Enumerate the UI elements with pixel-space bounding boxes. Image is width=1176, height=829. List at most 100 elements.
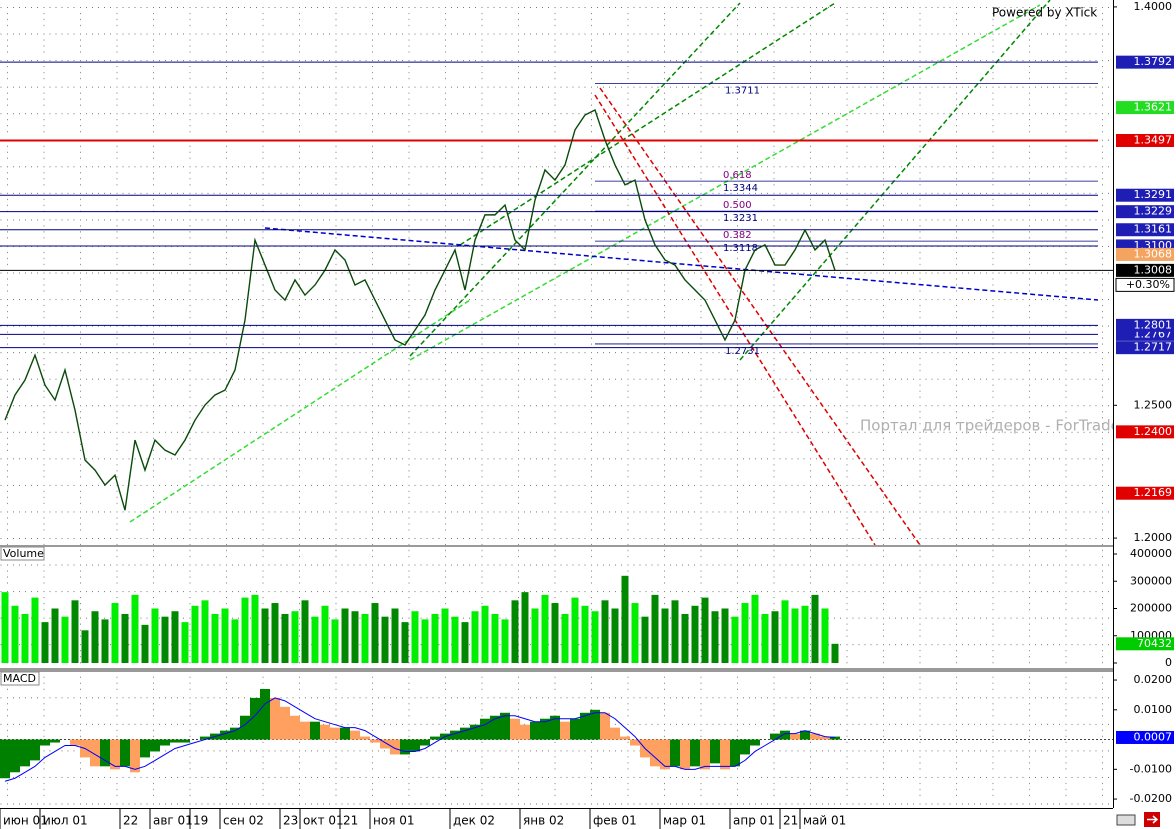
level-label: 1.3792 [1134, 55, 1173, 68]
macd-bar [400, 739, 410, 755]
macd-bar [0, 739, 10, 779]
macd-bar [300, 721, 310, 740]
volume-bar [411, 611, 419, 663]
macd-bar [50, 739, 60, 743]
data-marks: 1.3711 1.2731 0.618 1.3344 0.500 1.3231 0.382 1… [0, 61, 1113, 782]
volume-bar [61, 616, 69, 663]
level-box [1116, 425, 1174, 439]
x-tick-label: 22 [123, 814, 138, 828]
level-box [1116, 205, 1174, 219]
volume-bar [581, 605, 589, 663]
volume-bar [231, 619, 239, 663]
volume-bar [631, 603, 639, 663]
macd-bar [560, 721, 570, 740]
level-box [1116, 486, 1174, 500]
volume-bar [681, 613, 689, 663]
level-label: 1.3291 [1134, 188, 1173, 201]
volume-bar [781, 600, 789, 663]
x-tick-label: сен 02 [223, 814, 264, 828]
price-grid [0, 0, 1113, 545]
macd-bar [170, 739, 180, 743]
volume-bar [551, 603, 559, 663]
volume-bar [271, 603, 279, 663]
volume-last-box [1116, 637, 1174, 651]
volume-bar [381, 616, 389, 663]
level-label: 1.3229 [1134, 205, 1173, 218]
y-tick-label: 0.0100 [1134, 703, 1173, 716]
trendline [739, 0, 1051, 361]
volume-bar [401, 622, 409, 663]
volume-bar [601, 600, 609, 663]
macd-bar [20, 739, 30, 767]
volume-bar [291, 611, 299, 663]
macd-bar [520, 724, 530, 740]
level-box [1116, 101, 1174, 115]
volume-bar [701, 597, 709, 663]
macd-bar [690, 739, 700, 767]
volume-bar [731, 616, 739, 663]
volume-bar [751, 594, 759, 663]
panel-label-box [0, 546, 45, 561]
macd-bar [800, 730, 810, 740]
x-tick-label: дек 02 [453, 814, 495, 828]
volume-bar [51, 608, 59, 663]
level-box [1116, 223, 1174, 237]
macd-bar [420, 739, 430, 746]
macd-bar [460, 727, 470, 740]
macd-bar [320, 724, 330, 740]
macd-bar [500, 712, 510, 740]
volume-bar [151, 608, 159, 663]
macd-bar [390, 739, 400, 755]
macd-bar [630, 739, 640, 746]
volume-bar [441, 608, 449, 663]
macd-bar [660, 739, 670, 770]
x-tick-label: фев 01 [593, 814, 637, 828]
panel-title: Volume [3, 547, 44, 560]
macd-bar [550, 715, 560, 740]
macd-bar [590, 709, 600, 740]
volume-bar [821, 608, 829, 663]
volume-bar [191, 605, 199, 663]
fibo-ratio: 0.618 [723, 170, 752, 181]
macd-bar [450, 730, 460, 740]
macd-bar [140, 739, 150, 758]
x-tick-label: янв 02 [523, 814, 564, 828]
y-tick-label: 1.4000 [1134, 0, 1173, 13]
volume-bar [641, 616, 649, 663]
macd-bar [90, 739, 100, 767]
volume-bar [311, 616, 319, 663]
macd-bar [70, 739, 80, 746]
volume-bar [761, 613, 769, 663]
macd-bar [710, 739, 720, 764]
volume-bar [201, 600, 209, 663]
toolbar-icon [1147, 815, 1159, 824]
volume-bar [691, 605, 699, 663]
macd-bar [370, 739, 380, 743]
credit: Powered by XTick [992, 6, 1097, 20]
toolbar [1116, 812, 1160, 827]
volume-bar [121, 613, 129, 663]
volume-bar [11, 605, 19, 663]
macd-bar [100, 739, 110, 767]
trendline [459, 2, 836, 246]
x-tick-label: 21 [783, 814, 798, 828]
macd-bar [820, 736, 830, 740]
macd-bar [740, 739, 750, 755]
x-tick-label: июн 01 [3, 814, 48, 828]
signal-last-box [1116, 730, 1174, 744]
current-price-label: 1.3008 [1134, 263, 1173, 276]
volume-bar [711, 611, 719, 663]
volume-bar [81, 630, 89, 663]
x-tick-label: ноя 01 [373, 814, 415, 828]
macd-bar [600, 712, 610, 740]
macd-bar [240, 715, 250, 740]
level-label: 1.3621 [1134, 101, 1173, 114]
toolbar-button[interactable] [1116, 814, 1136, 826]
macd-bar [530, 721, 540, 740]
fibo-price: 1.3344 [723, 183, 758, 194]
volume-bar [811, 594, 819, 663]
macd-bar [720, 739, 730, 770]
volume-bar [621, 575, 629, 663]
level-label: 1.2717 [1134, 341, 1173, 354]
